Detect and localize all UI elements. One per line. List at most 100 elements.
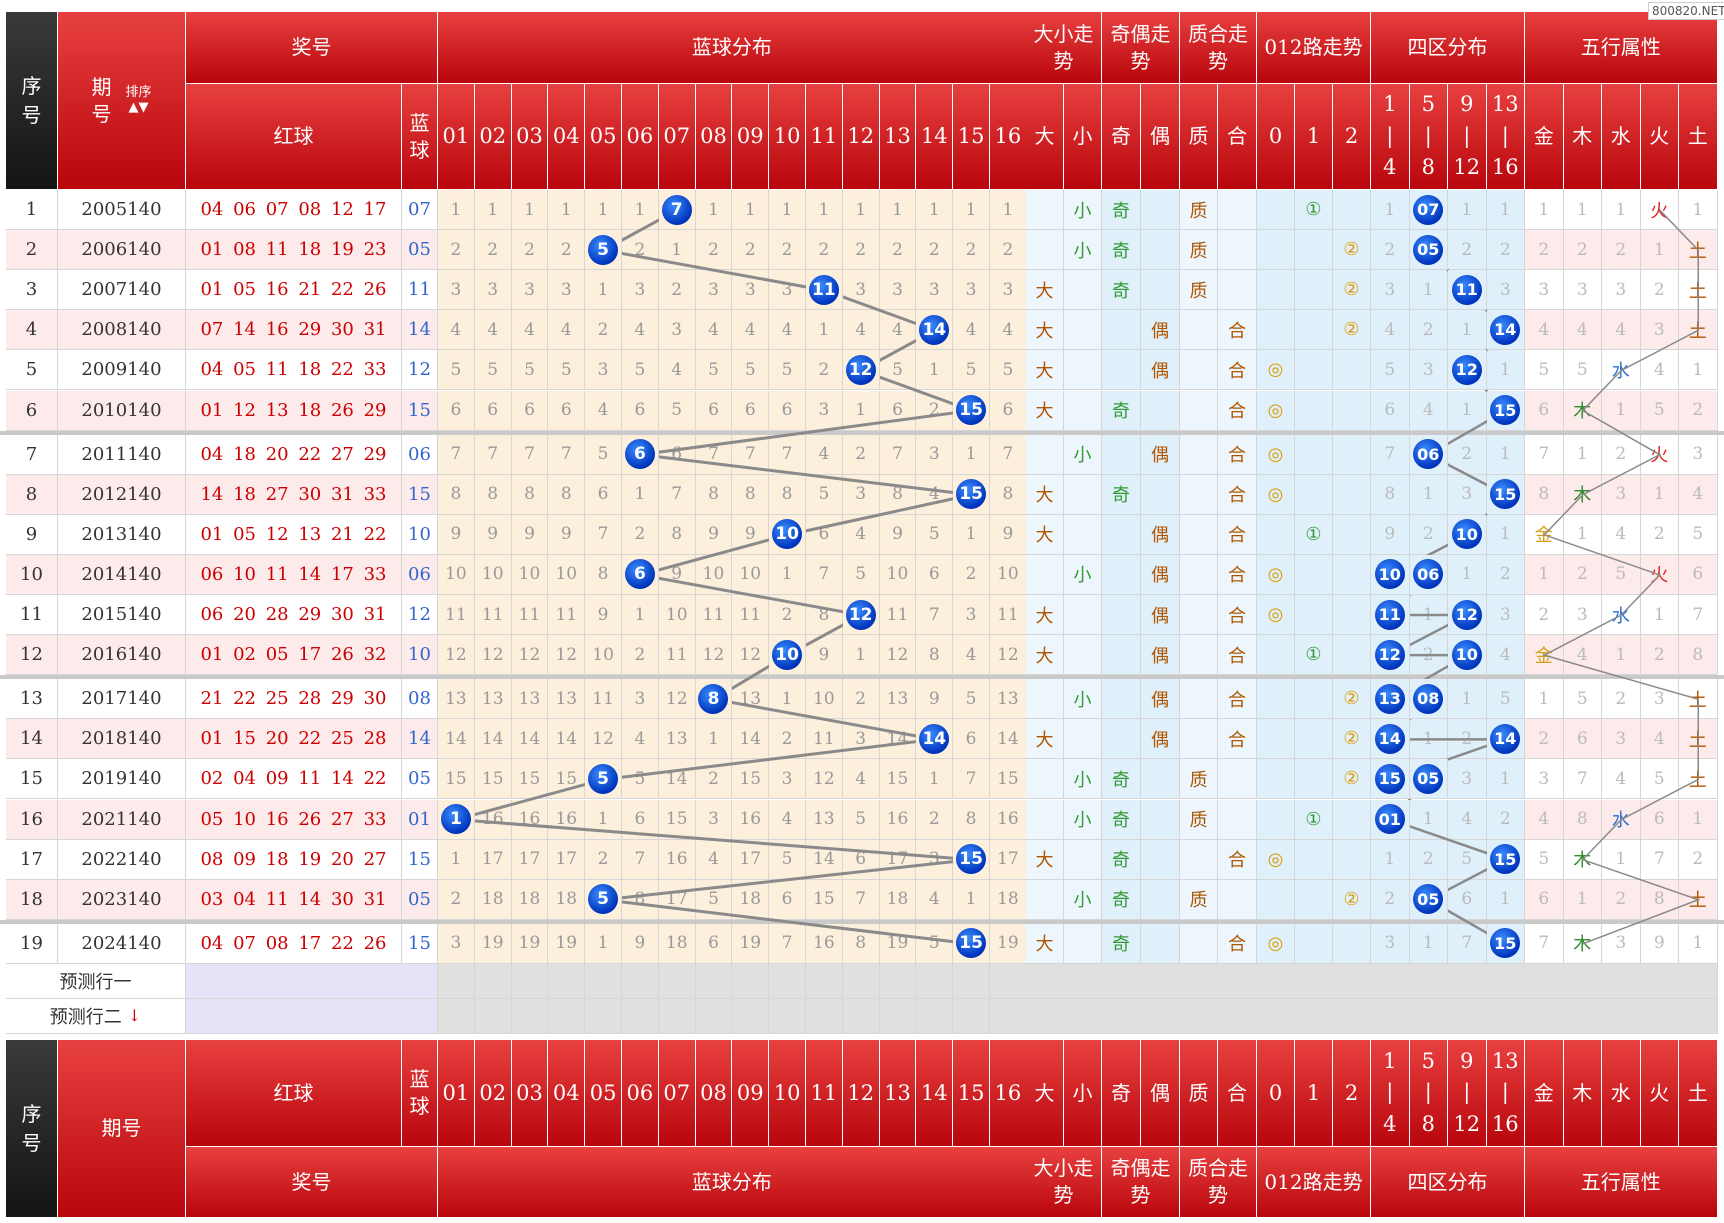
row-issue: 2006140 (58, 230, 186, 271)
blue-ball-marker: 15 (956, 479, 987, 510)
predict-row-1-cell[interactable] (953, 963, 990, 999)
predict-row-1-cell[interactable] (658, 963, 696, 999)
composite-cell (1218, 190, 1257, 231)
prime-cell (1180, 310, 1218, 351)
predict-row-2-cell[interactable] (806, 998, 843, 1034)
row-blue-ball: 11 (402, 270, 438, 311)
predict-row-1-stats[interactable] (1026, 963, 1718, 999)
predict-row-1-cell[interactable] (916, 963, 954, 999)
blue-dist-cell: 2 (806, 350, 843, 391)
predict-row-1-cell[interactable] (511, 963, 549, 999)
predict-row-1-cell[interactable] (732, 963, 770, 999)
road-cell-2 (1333, 799, 1371, 840)
predict-row-2-cell[interactable] (511, 998, 549, 1034)
blue-dist-cell: 15 (990, 759, 1027, 800)
predict-row-1-cell[interactable] (842, 963, 880, 999)
predict-row-2-cell[interactable] (474, 998, 512, 1034)
blue-dist-cell: 1 (732, 190, 770, 231)
predict-row-1-prize[interactable] (186, 963, 438, 999)
wx-cell: 木 (1563, 923, 1602, 964)
sort-toggle[interactable]: 排序 ▲▼ (125, 85, 152, 115)
predict-row-2-stats[interactable] (1026, 998, 1718, 1034)
blue-dist-cell: 10 (732, 554, 770, 595)
wx-cell: 6 (1525, 390, 1564, 431)
header-num-11: 11 (806, 1040, 843, 1147)
predict-row-2-cell[interactable] (842, 998, 880, 1034)
header-wx: 五行属性 (1525, 12, 1718, 84)
predict-row-1-cell[interactable] (990, 963, 1027, 999)
predict-row-2-cell[interactable] (438, 998, 475, 1034)
composite-cell: 合 (1218, 635, 1257, 676)
prime-cell (1180, 595, 1218, 636)
blue-dist-cell: 2 (622, 514, 659, 555)
road-cell-2: ② (1333, 310, 1371, 351)
predict-row-2-cell[interactable] (769, 998, 806, 1034)
blue-dist-cell: 10 (879, 554, 917, 595)
parity-even-cell: 偶 (1141, 719, 1180, 760)
predict-row-2-cell[interactable] (953, 998, 990, 1034)
blue-dist-cell: 8 (990, 474, 1027, 515)
predict-row-1-cell[interactable] (548, 963, 586, 999)
blue-dist-cell: 9 (474, 514, 512, 555)
header-num-03: 03 (511, 84, 549, 190)
zone-cell: 15 (1371, 759, 1410, 800)
predict-row-2-prize[interactable] (186, 998, 438, 1034)
predict-row-2-cell[interactable] (916, 998, 954, 1034)
predict-row-2-cell[interactable] (732, 998, 770, 1034)
road-cell-2 (1333, 514, 1371, 555)
zone-cell: 8 (1371, 474, 1410, 515)
predict-row-1-cell[interactable] (879, 963, 917, 999)
blue-dist-cell: 8 (806, 595, 843, 636)
zone-ball-marker: 06 (1413, 439, 1444, 470)
row-issue: 2022140 (58, 839, 186, 880)
row-issue: 2008140 (58, 310, 186, 351)
zone-ball-marker: 15 (1490, 844, 1521, 875)
blue-dist-cell: 6 (990, 390, 1027, 431)
composite-cell (1218, 879, 1257, 920)
road-cell-2 (1333, 839, 1371, 880)
blue-dist-cell: 5 (585, 434, 622, 475)
road-cell-2 (1333, 474, 1371, 515)
predict-row-1-cell[interactable] (695, 963, 733, 999)
predict-row-2-cell[interactable] (658, 998, 696, 1034)
blue-dist-cell: 11 (658, 635, 696, 676)
predict-row-2-cell[interactable] (990, 998, 1027, 1034)
row-issue: 2023140 (58, 879, 186, 920)
predict-row-2-cell[interactable] (585, 998, 622, 1034)
wx-cell: 1 (1679, 190, 1718, 231)
size-small-cell: 小 (1064, 879, 1102, 920)
blue-dist-cell: 7 (769, 434, 806, 475)
wx-cell: 4 (1640, 719, 1679, 760)
blue-dist-cell: 15 (879, 759, 917, 800)
predict-row-1-cell[interactable] (806, 963, 843, 999)
zone-cell: 1 (1486, 879, 1525, 920)
sort-arrows-icon[interactable]: ▲▼ (128, 99, 149, 115)
blue-dist-cell: 4 (916, 474, 954, 515)
predict-row-2-cell[interactable] (622, 998, 659, 1034)
header-num-11: 11 (806, 84, 843, 190)
predict-row-2-cell[interactable] (548, 998, 586, 1034)
zone-cell: 3 (1409, 350, 1448, 391)
predict-row-1-cell[interactable] (769, 963, 806, 999)
blue-dist-cell: 3 (622, 270, 659, 311)
predict-row-1-cell[interactable] (622, 963, 659, 999)
predict-row-1-cell[interactable] (474, 963, 512, 999)
predict-row-2-cell[interactable] (879, 998, 917, 1034)
blue-dist-cell: 3 (879, 270, 917, 311)
predict-row-1-cell[interactable] (438, 963, 475, 999)
blue-dist-cell: 10 (548, 554, 586, 595)
header-zone-2: 5 | 8 (1409, 1040, 1448, 1147)
blue-dist-cell: 12 (474, 635, 512, 676)
blue-dist-cell: 6 (842, 839, 880, 880)
row-issue: 2021140 (58, 799, 186, 840)
predict-row-1-cell[interactable] (585, 963, 622, 999)
blue-dist-cell: 11 (585, 679, 622, 720)
prime-cell (1180, 350, 1218, 391)
wx-cell: 2 (1602, 230, 1641, 271)
blue-dist-cell: 3 (806, 390, 843, 431)
header-wx-2: 木 (1563, 84, 1602, 190)
blue-dist-cell: 3 (474, 270, 512, 311)
arrow-down-icon[interactable]: ↓ (127, 1006, 142, 1026)
predict-row-2-cell[interactable] (695, 998, 733, 1034)
prime-cell (1180, 474, 1218, 515)
